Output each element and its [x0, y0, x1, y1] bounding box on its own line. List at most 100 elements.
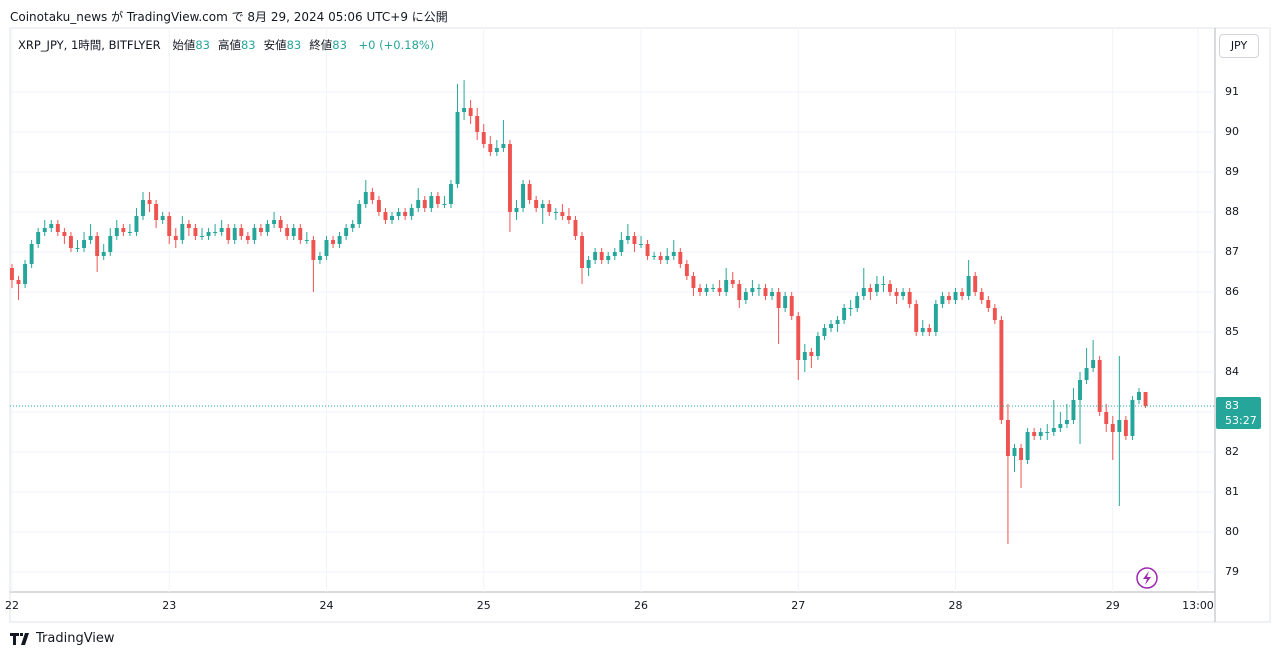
candle-body	[1019, 448, 1024, 460]
candle-body	[239, 228, 244, 236]
candle-body	[1137, 392, 1141, 400]
candle-body	[665, 256, 670, 260]
candle-body	[344, 228, 349, 236]
candle-body	[324, 240, 329, 256]
candle-body	[16, 280, 21, 284]
y-tick-label: 80	[1225, 525, 1239, 538]
candle-body	[494, 148, 499, 152]
x-tick-label: 26	[634, 599, 648, 612]
candle-body	[717, 288, 722, 292]
candle-body	[416, 200, 421, 208]
ohlc-items: 始値83 高値83 安値83 終値83	[172, 38, 355, 52]
y-tick-label: 90	[1225, 125, 1239, 138]
ohlc-label: 始値	[172, 38, 196, 52]
candle-body	[481, 132, 486, 144]
candle-body	[75, 248, 80, 249]
candle-body	[599, 252, 604, 260]
x-tick-label: 24	[319, 599, 333, 612]
candle-body	[652, 256, 657, 257]
candle-body	[121, 228, 126, 232]
ohlc-value: 83	[240, 38, 256, 52]
candle-body	[835, 320, 840, 324]
candle-body	[809, 352, 814, 356]
candle-body	[258, 228, 263, 232]
candle-body	[796, 316, 801, 360]
candle-body	[331, 240, 336, 244]
candle-body	[88, 236, 93, 240]
candle-body	[114, 228, 119, 236]
candle-body	[449, 184, 453, 204]
candle-body	[49, 224, 54, 228]
candle-body	[435, 196, 440, 204]
candle-body	[298, 228, 303, 240]
candle-body	[992, 308, 997, 320]
candle-body	[167, 216, 172, 236]
candle-body	[311, 240, 316, 260]
candle-body	[704, 288, 709, 292]
candle-body	[108, 236, 113, 252]
legend: XRP_JPY, 1時間, BITFLYER 始値83 高値83 安値83 終値83 …	[18, 37, 434, 53]
logo-text: TradingView	[36, 631, 115, 646]
candle-body	[370, 192, 375, 200]
candle-body	[698, 288, 702, 292]
candle-body	[206, 232, 211, 236]
candle-body	[514, 208, 519, 212]
change: +0 (+0.18%)	[358, 38, 435, 52]
candle-body	[829, 324, 833, 328]
candle-body	[730, 280, 735, 284]
candle-body	[1038, 432, 1043, 436]
candle-body	[678, 252, 683, 264]
candle-body	[68, 236, 73, 248]
candle-body	[573, 220, 578, 236]
candle-body	[534, 200, 539, 208]
x-tick-label: 27	[791, 599, 805, 612]
candle-body	[429, 196, 434, 208]
candle-body	[272, 220, 277, 224]
candle-body	[1032, 432, 1037, 436]
y-tick-label: 79	[1225, 565, 1239, 578]
candle-body	[213, 232, 218, 233]
candle-body	[933, 304, 938, 332]
candle-body	[1117, 420, 1122, 432]
price-label-box	[1216, 397, 1261, 429]
symbol: XRP_JPY, 1時間, BITFLYER	[18, 38, 161, 52]
candle-body	[180, 224, 185, 240]
candle-body	[154, 204, 159, 220]
candle-body	[842, 308, 847, 320]
candle-body	[888, 284, 892, 292]
x-tick-label: 28	[949, 599, 963, 612]
logo-mark	[10, 632, 29, 645]
candle-body	[1078, 380, 1082, 400]
candle-body	[507, 144, 512, 212]
candle-body	[468, 108, 473, 116]
candle-body	[219, 228, 224, 232]
candle-body	[586, 260, 591, 268]
y-tick-label: 86	[1225, 285, 1239, 298]
candle-body	[874, 284, 879, 292]
candle-body	[62, 232, 67, 236]
candle-body	[186, 224, 191, 228]
candle-body	[363, 192, 368, 204]
candle-body	[1025, 432, 1030, 460]
candle-body	[527, 184, 532, 200]
y-tick-label: 89	[1225, 165, 1239, 178]
publish-note: Coinotaku_news が TradingView.com で 8月 29…	[10, 10, 448, 24]
candle-body	[855, 296, 860, 308]
frame	[9, 27, 1271, 623]
candle-body	[553, 212, 558, 213]
candle-body	[999, 320, 1004, 420]
candle-body	[658, 256, 663, 260]
candle-body	[894, 292, 899, 296]
logo: TradingView	[10, 631, 115, 646]
currency-button[interactable]: JPY	[1219, 34, 1259, 58]
candle-body	[95, 236, 100, 256]
alert-icon-bolt	[1143, 571, 1151, 585]
candle-body	[920, 328, 925, 332]
candle-body	[724, 280, 729, 292]
y-tick-label: 81	[1225, 485, 1239, 498]
candle-body	[770, 292, 775, 296]
candle-body	[1064, 420, 1069, 424]
candle-body	[1005, 420, 1010, 456]
